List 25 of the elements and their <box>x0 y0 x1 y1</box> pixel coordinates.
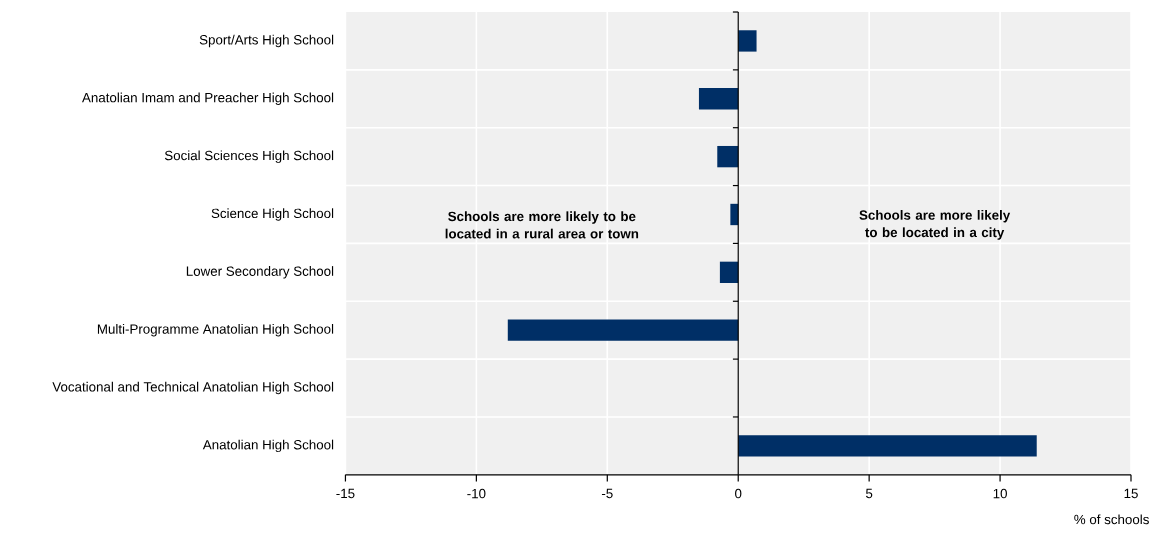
x-tick-label: -10 <box>467 488 486 499</box>
annotation: Schools are more likely to be located in a rural area or town <box>445 211 639 239</box>
y-tick-label: Multi-Programme Anatolian High School <box>97 323 334 337</box>
y-tick-label: Science High School <box>211 208 334 221</box>
x-tick-label: -15 <box>336 488 355 498</box>
y-tick-label: Sport/Arts High School <box>199 34 334 47</box>
bar <box>507 319 739 341</box>
bar <box>719 261 739 283</box>
y-tick-label: Lower Secondary School <box>186 265 334 279</box>
x-axis-title: % of schools <box>1074 514 1149 524</box>
x-tick-label: 10 <box>993 488 1007 499</box>
y-tick-label: Social Sciences High School <box>164 150 334 163</box>
annotation: Schools are more likely to be located in a city <box>859 209 1011 240</box>
bar <box>738 30 757 52</box>
bar <box>730 203 739 225</box>
x-tick-label: 15 <box>1124 488 1138 498</box>
bar <box>717 145 739 168</box>
x-tick-label: -5 <box>601 488 613 498</box>
y-tick-label: Anatolian Imam and Preacher High School <box>82 92 334 105</box>
bar <box>738 434 1037 457</box>
x-tick-label: 0 <box>735 488 742 499</box>
y-tick-label: Vocational and Technical Anatolian High School <box>52 381 334 395</box>
bar <box>698 87 739 110</box>
y-tick-label: Anatolian High School <box>202 439 334 452</box>
x-tick-label: 5 <box>865 488 873 498</box>
